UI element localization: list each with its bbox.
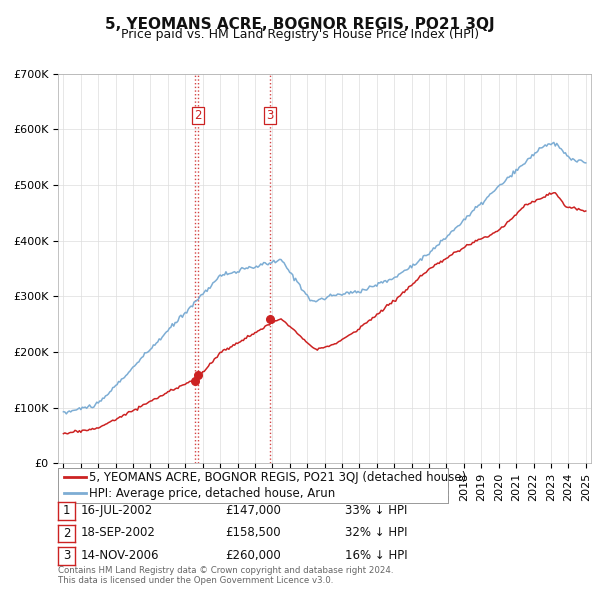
- Text: £260,000: £260,000: [225, 549, 281, 562]
- Text: 2: 2: [63, 527, 70, 540]
- Text: Price paid vs. HM Land Registry's House Price Index (HPI): Price paid vs. HM Land Registry's House …: [121, 28, 479, 41]
- Text: 33% ↓ HPI: 33% ↓ HPI: [345, 504, 407, 517]
- Text: 16% ↓ HPI: 16% ↓ HPI: [345, 549, 407, 562]
- Text: 3: 3: [63, 549, 70, 562]
- Text: 32% ↓ HPI: 32% ↓ HPI: [345, 526, 407, 539]
- Text: HPI: Average price, detached house, Arun: HPI: Average price, detached house, Arun: [89, 487, 335, 500]
- Text: 2: 2: [194, 109, 202, 122]
- Text: 1: 1: [63, 504, 70, 517]
- Text: 5, YEOMANS ACRE, BOGNOR REGIS, PO21 3QJ (detached house): 5, YEOMANS ACRE, BOGNOR REGIS, PO21 3QJ …: [89, 470, 467, 484]
- Text: 16-JUL-2002: 16-JUL-2002: [81, 504, 153, 517]
- Text: 14-NOV-2006: 14-NOV-2006: [81, 549, 160, 562]
- Text: 5, YEOMANS ACRE, BOGNOR REGIS, PO21 3QJ: 5, YEOMANS ACRE, BOGNOR REGIS, PO21 3QJ: [105, 17, 495, 31]
- Text: £158,500: £158,500: [225, 526, 281, 539]
- Text: 3: 3: [266, 109, 274, 122]
- Text: £147,000: £147,000: [225, 504, 281, 517]
- Text: Contains HM Land Registry data © Crown copyright and database right 2024.
This d: Contains HM Land Registry data © Crown c…: [58, 566, 394, 585]
- Text: 18-SEP-2002: 18-SEP-2002: [81, 526, 156, 539]
